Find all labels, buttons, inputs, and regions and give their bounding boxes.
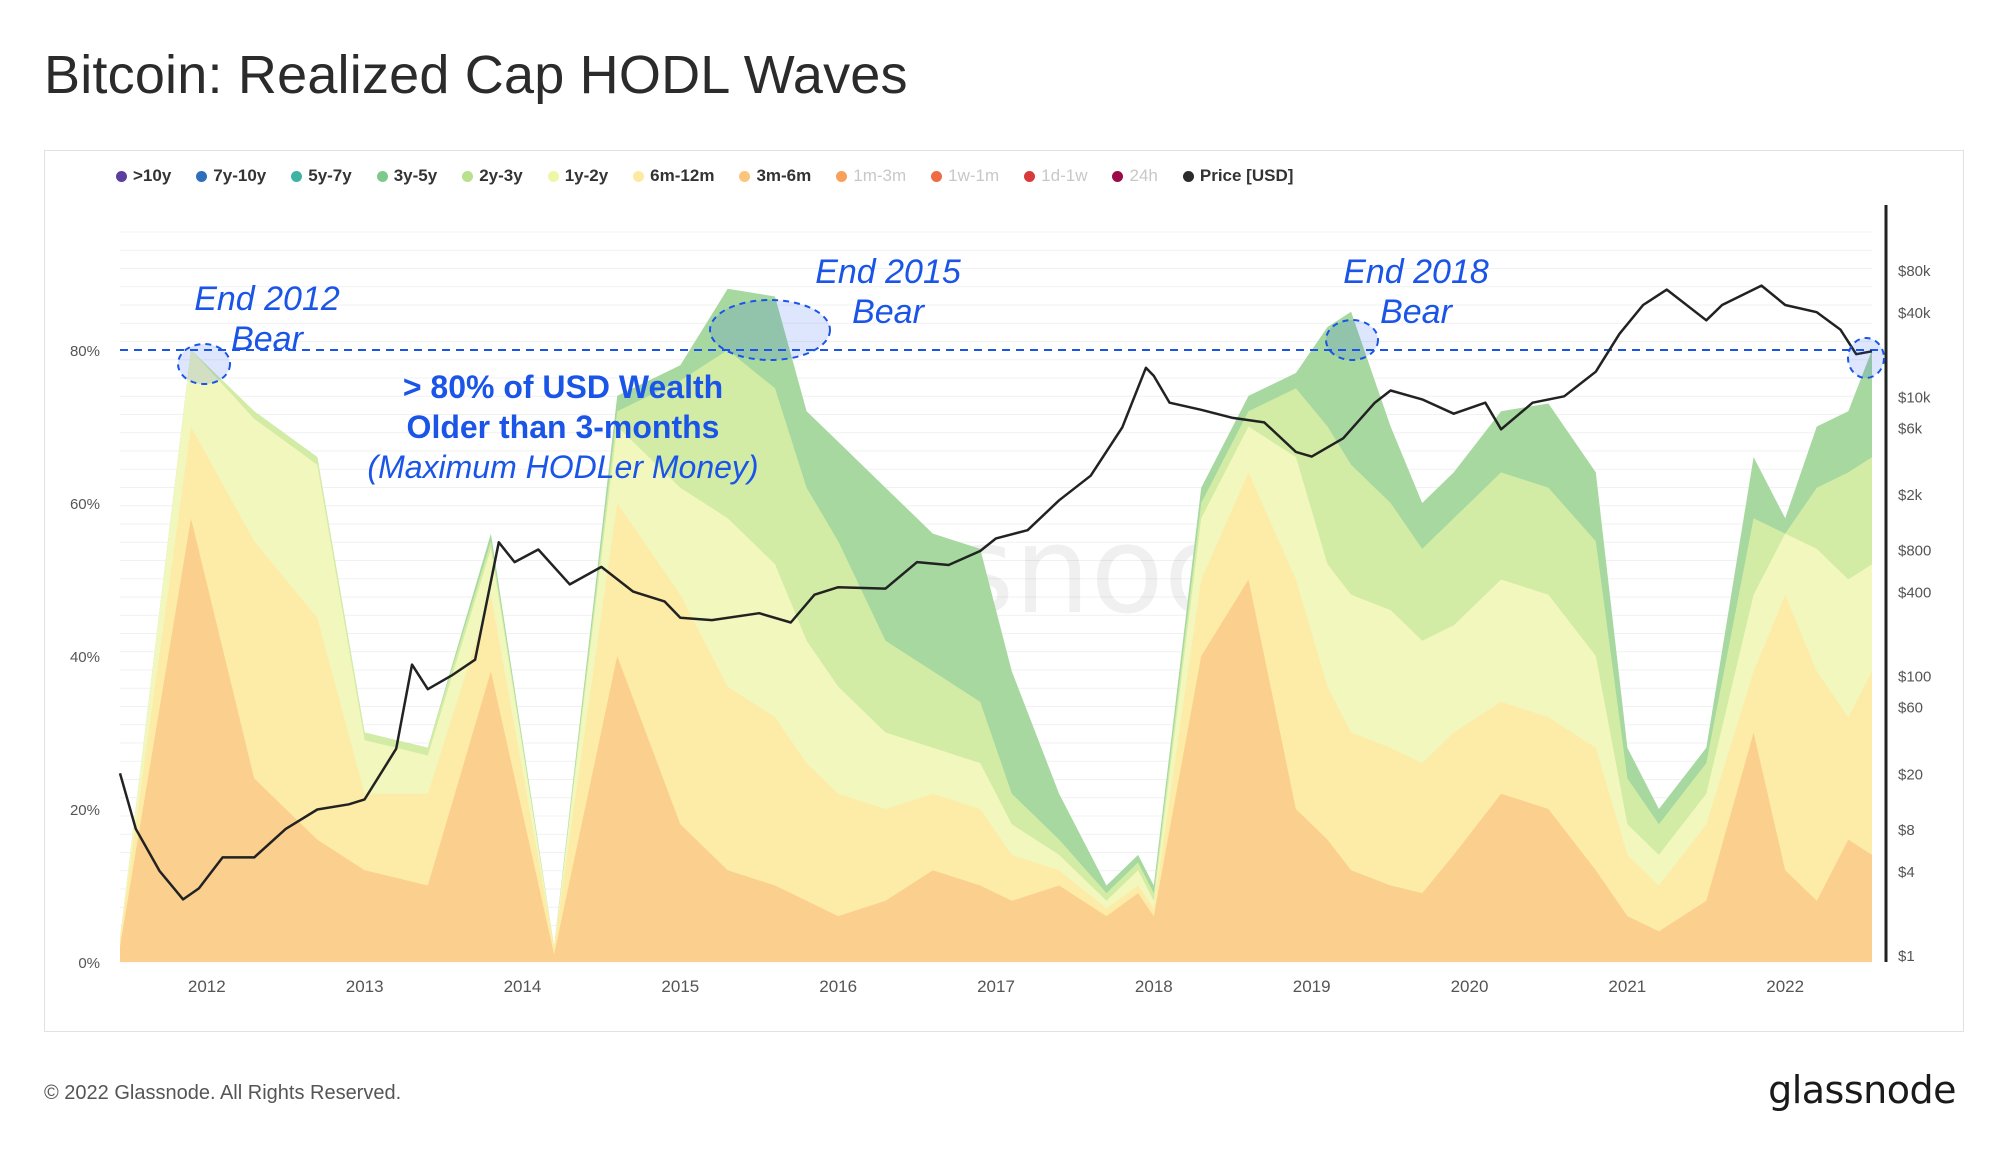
y-right-tick-label: $80k xyxy=(1898,263,1931,280)
y-right-tick-label: $8 xyxy=(1898,822,1915,839)
y-right-tick-label: $2k xyxy=(1898,487,1923,504)
legend-label: 6m-12m xyxy=(650,166,715,185)
legend-item-10y[interactable]: >10y xyxy=(116,166,171,186)
annotation-2012-line2: Bear xyxy=(231,320,304,358)
legend-label: 7y-10y xyxy=(213,166,267,185)
highlight-ellipse-2012 xyxy=(177,343,231,385)
annotation-layer: End 2012 Bear End 2015 Bear End 2018 Bea… xyxy=(177,253,1885,485)
legend-dot-icon xyxy=(196,170,208,182)
annotation-2015-line1: End 2015 xyxy=(815,253,961,291)
legend-item-1d-1w[interactable]: 1d-1w xyxy=(1024,166,1087,186)
legend-dot-icon xyxy=(836,170,848,182)
y-left-tick-label: 60% xyxy=(70,496,100,513)
legend-label: Price [USD] xyxy=(1199,166,1294,185)
legend-dot-icon xyxy=(116,170,127,182)
annotation-2012-line1: End 2012 xyxy=(194,280,340,318)
legend-item-24h[interactable]: 24h xyxy=(1112,166,1158,186)
legend-label: 3m-6m xyxy=(756,166,812,185)
annotation-2018-line2: Bear xyxy=(1380,293,1453,331)
x-tick-label: 2020 xyxy=(1451,977,1489,996)
note-line1: > 80% of USD Wealth xyxy=(403,369,723,405)
legend-dot-icon xyxy=(1182,170,1194,182)
legend-label: 1m-3m xyxy=(853,166,907,185)
legend-item-5y-7y[interactable]: 5y-7y xyxy=(291,166,352,186)
annotation-2018-line1: End 2018 xyxy=(1343,253,1489,291)
area-layer xyxy=(120,288,1872,962)
y-right-tick-label: $4 xyxy=(1898,864,1915,881)
copyright-text: © 2022 Glassnode. All Rights Reserved. xyxy=(44,1082,402,1104)
y-left-tick-label: 40% xyxy=(70,649,100,666)
page-title: Bitcoin: Realized Cap HODL Waves xyxy=(44,45,908,105)
legend-label: 1w-1m xyxy=(948,166,1000,185)
annotation-2015-line2: Bear xyxy=(852,293,925,331)
legend-item-7y-10y[interactable]: 7y-10y xyxy=(196,166,266,186)
y-right-tick-label: $100 xyxy=(1898,669,1931,686)
legend-label: >10y xyxy=(133,166,172,185)
legend-item-price-usd[interactable]: Price [USD] xyxy=(1182,166,1294,186)
legend-item-1m-3m[interactable]: 1m-3m xyxy=(836,166,906,186)
chart-legend: >10y 7y-10y 5y-7y 3y-5y 2y-3y 1y-2y 6m-12m 3m-6… xyxy=(116,166,1318,186)
y-right-tick-label: $400 xyxy=(1898,585,1931,602)
x-tick-label: 2018 xyxy=(1135,977,1173,996)
y-left-tick-label: 80% xyxy=(70,343,100,360)
price-line xyxy=(118,284,1873,901)
legend-item-3y-5y[interactable]: 3y-5y xyxy=(376,166,438,186)
highlight-ellipse-2015 xyxy=(709,299,831,361)
glassnode-logo: glassnode xyxy=(1768,1068,1956,1112)
x-tick-label: 2012 xyxy=(188,977,226,996)
legend-dot-icon xyxy=(633,170,645,182)
legend-dot-icon xyxy=(1112,170,1124,182)
y-right-tick-label: $60 xyxy=(1898,700,1923,717)
x-tick-label: 2015 xyxy=(661,977,699,996)
highlight-ellipse-2022 xyxy=(1847,337,1885,379)
legend-dot-icon xyxy=(462,170,474,182)
legend-item-1y-2y[interactable]: 1y-2y xyxy=(547,166,609,186)
area-series-3m-6m xyxy=(120,518,1872,962)
legend-dot-icon xyxy=(1024,170,1036,182)
legend-dot-icon xyxy=(291,170,303,182)
y-right-tick-label: $40k xyxy=(1898,305,1931,322)
y-right-tick-label: $20 xyxy=(1898,766,1923,783)
highlight-ellipse-2018 xyxy=(1325,319,1379,361)
legend-dot-icon xyxy=(547,170,559,182)
x-tick-label: 2016 xyxy=(819,977,857,996)
note-line3: (Maximum HODLer Money) xyxy=(367,449,758,485)
x-tick-label: 2022 xyxy=(1766,977,1804,996)
legend-label: 24h xyxy=(1129,166,1158,185)
legend-label: 5y-7y xyxy=(308,166,352,185)
y-right-tick-label: $800 xyxy=(1898,542,1931,559)
legend-label: 1y-2y xyxy=(564,166,609,185)
y-right-tick-label: $6k xyxy=(1898,420,1923,437)
legend-item-6m-12m[interactable]: 6m-12m xyxy=(633,166,714,186)
legend-dot-icon xyxy=(931,170,943,182)
note-line2: Older than 3-months xyxy=(407,409,720,445)
x-tick-label: 2017 xyxy=(977,977,1015,996)
y-left-tick-label: 0% xyxy=(78,955,100,972)
legend-label: 2y-3y xyxy=(479,166,523,185)
legend-label: 1d-1w xyxy=(1041,166,1088,185)
legend-item-2y-3y[interactable]: 2y-3y xyxy=(462,166,523,186)
legend-label: 3y-5y xyxy=(393,166,438,185)
y-right-tick-label: $10k xyxy=(1898,389,1931,406)
y-right-tick-label: $1 xyxy=(1898,948,1915,965)
x-tick-label: 2019 xyxy=(1293,977,1331,996)
legend-item-1w-1m[interactable]: 1w-1m xyxy=(931,166,999,186)
area-series-6m-12m xyxy=(120,426,1872,962)
chart-frame xyxy=(44,150,1964,1032)
legend-item-3m-6m[interactable]: 3m-6m xyxy=(739,166,811,186)
x-tick-label: 2013 xyxy=(346,977,384,996)
legend-dot-icon xyxy=(739,170,751,182)
x-tick-label: 2021 xyxy=(1608,977,1646,996)
legend-dot-icon xyxy=(376,170,388,182)
x-tick-label: 2014 xyxy=(504,977,542,996)
price-layer xyxy=(118,284,1873,901)
axis-layer: 2012 2013 2014 2015 2016 2017 2018 2019 2020 2021… xyxy=(70,205,1931,996)
y-left-tick-label: 20% xyxy=(70,802,100,819)
